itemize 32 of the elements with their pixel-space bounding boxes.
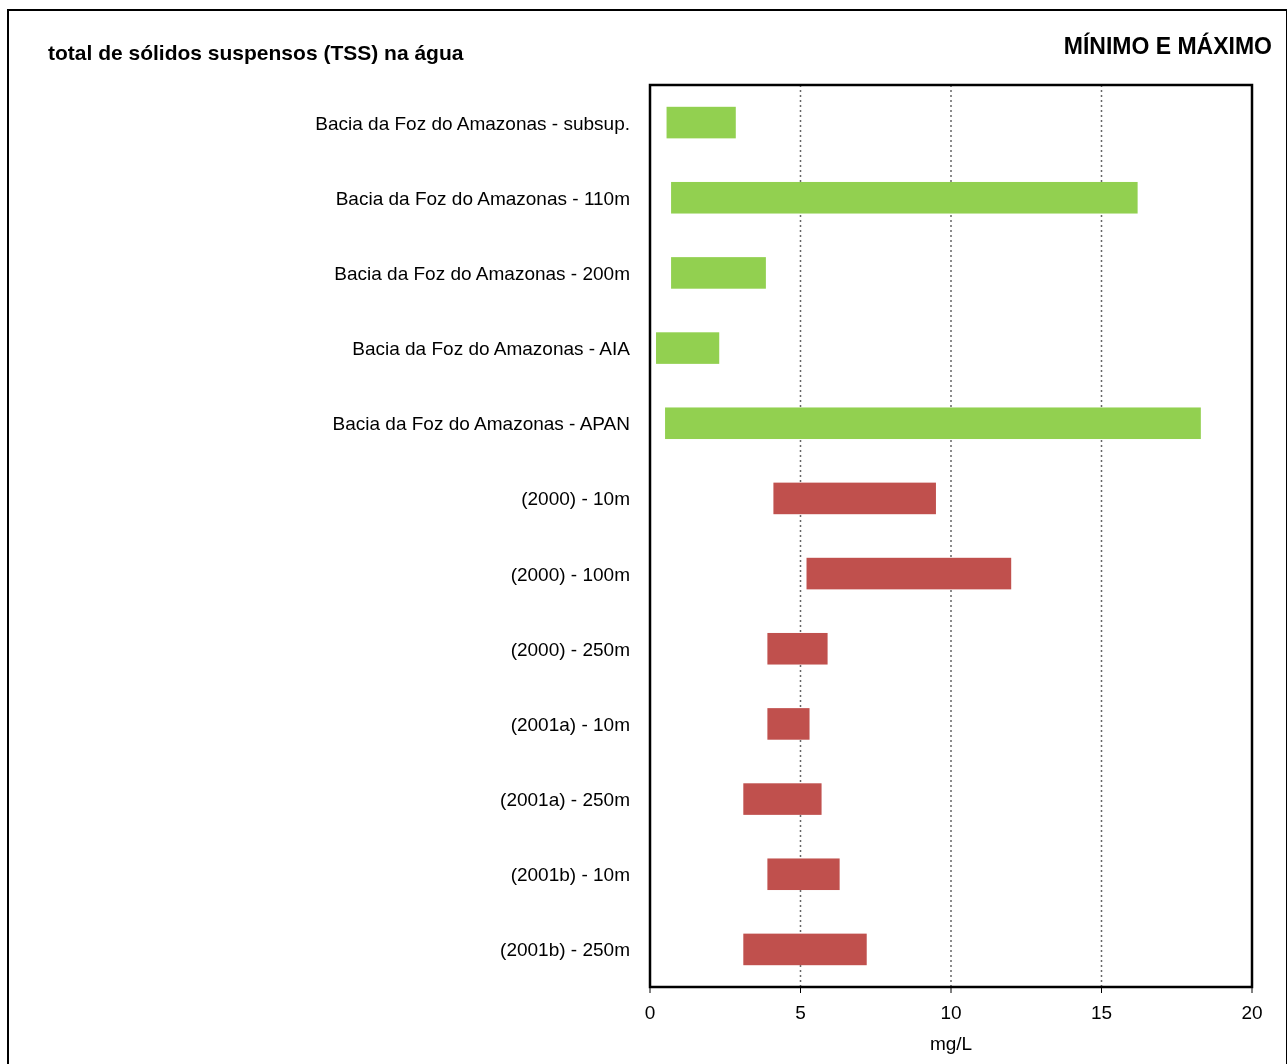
y-tick-label: Bacia da Foz do Amazonas - APAN xyxy=(332,413,630,435)
y-tick-label: (2001a) - 10m xyxy=(510,713,630,735)
x-tick-label: 0 xyxy=(644,1002,656,1023)
bar xyxy=(773,482,936,515)
y-tick-label: (2001b) - 10m xyxy=(510,864,630,886)
bar xyxy=(666,106,736,139)
bar xyxy=(656,332,720,364)
x-tick-label: 10 xyxy=(940,1002,962,1023)
bar xyxy=(743,783,822,815)
y-tick-label: Bacia da Foz do Amazonas - 110m xyxy=(335,187,630,209)
bar xyxy=(767,708,810,740)
x-tick-label: 15 xyxy=(1090,1002,1113,1023)
y-tick-label: (2000) - 10m xyxy=(521,488,630,510)
y-tick-label: (2000) - 250m xyxy=(510,638,630,660)
chart-subtitle: MÍNIMO E MÁXIMO xyxy=(1063,32,1272,59)
bar xyxy=(767,858,840,891)
bar xyxy=(743,933,867,966)
text: total de sólidos suspensos (TSS) na água xyxy=(48,41,464,64)
y-tick-label: (2001b) - 250m xyxy=(500,939,630,961)
y-tick-label: Bacia da Foz do Amazonas - 200m xyxy=(334,262,630,284)
bar xyxy=(671,257,766,289)
x-tick-label: 5 xyxy=(795,1002,806,1023)
x-axis-title: mg/L xyxy=(929,1033,973,1054)
bar xyxy=(671,181,1138,214)
bar xyxy=(665,407,1201,440)
bar xyxy=(767,632,828,665)
x-tick-label: 20 xyxy=(1241,1002,1263,1023)
y-tick-label: (2001a) - 250m xyxy=(500,789,630,811)
y-tick-label: (2000) - 100m xyxy=(510,563,630,585)
bar xyxy=(806,557,1012,590)
y-tick-label: Bacia da Foz do Amazonas - subsup. xyxy=(315,112,630,134)
y-tick-label: Bacia da Foz do Amazonas - AIA xyxy=(352,338,631,360)
